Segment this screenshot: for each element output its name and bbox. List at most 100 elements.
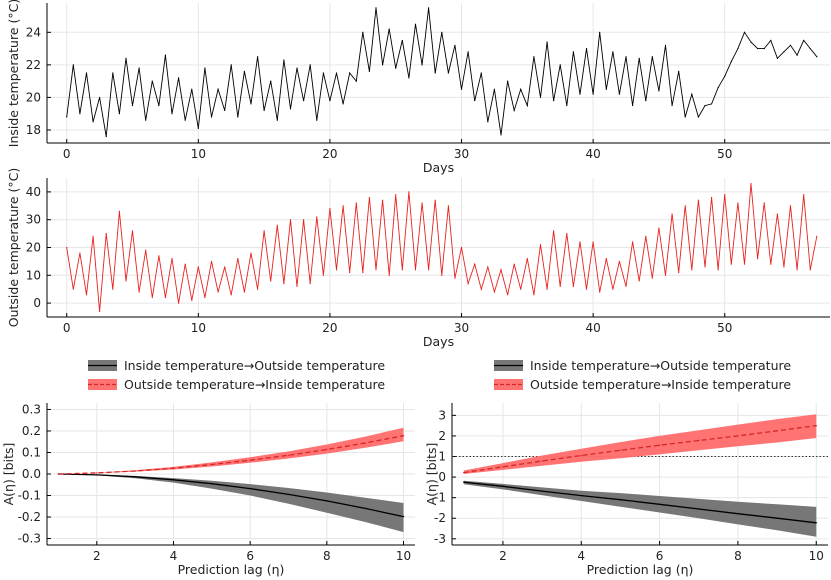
data-point [79,113,81,115]
data-point [316,119,318,121]
data-point [579,241,581,243]
x-tick-label: 20 [322,147,337,161]
data-point [112,72,114,74]
y-tick-label: 20 [26,90,41,104]
mean-point [96,474,98,476]
data-point [441,274,443,276]
data-point [158,255,160,257]
y-tick-label: -1 [434,491,446,505]
data-point [381,199,384,201]
data-point [533,294,535,296]
y-tick-label: 0.0 [22,467,41,481]
y-tick-label: -0.1 [18,489,41,503]
data-point [138,67,140,69]
mean-point [502,485,504,488]
data-point [480,72,482,74]
data-point [697,199,700,201]
data-point [283,283,285,285]
x-tick-label: 10 [191,321,206,335]
mean-point [134,470,136,472]
y-axis-label: Inside temperature (°C) [6,0,21,147]
data-point [401,269,403,271]
data-point [296,67,298,69]
y-tick-label: 1 [438,450,446,464]
data-point [303,219,305,221]
data-point [217,291,219,293]
legend: Inside temperature→Outside temperature Ou… [494,358,791,392]
data-point [131,104,134,107]
y-tick-label: 0 [33,296,41,310]
x-tick-label: 50 [717,321,732,335]
series-line [66,7,818,137]
legend: Inside temperature→Outside temperature Ou… [88,358,385,392]
data-point [395,67,397,69]
data-point [224,109,226,112]
y-tick-label: -2 [434,511,446,525]
data-point [454,44,456,46]
mean-point [541,460,543,462]
y-tick-label: 10 [26,268,41,282]
mean-line [58,435,404,475]
data-point [72,288,74,290]
data-point [191,88,193,90]
data-point [276,119,278,121]
data-point [724,75,726,77]
data-point [428,269,430,271]
x-tick-label: 0 [63,147,71,161]
y-tick-label: 0.2 [22,424,41,438]
data-point [566,104,568,107]
data-point [757,258,759,260]
mean-point [402,435,405,437]
data-point [763,47,765,50]
legend-label: Inside temperature→Outside temperature [124,358,385,373]
confidence-band [463,480,817,537]
x-tick-label: 8 [323,549,331,563]
data-point [414,269,417,271]
data-point [592,241,594,243]
data-point [434,199,436,201]
data-point [184,263,186,265]
panel-3: 2 4 6 8 10 -0.3 -0.2 -0.1 0.0 0.1 0.2 0.3 Prediction… [1,358,415,577]
data-point [467,283,469,285]
mean-line [58,473,404,518]
mean-point [134,476,136,478]
y-tick-label: 20 [26,241,41,255]
x-tick-label: 0 [63,321,71,335]
y-tick-label: -0.2 [18,510,41,524]
data-point [730,263,732,265]
data-point [717,87,719,89]
mean-point [776,517,778,519]
data-point [730,61,732,63]
data-point [559,64,561,66]
data-point [743,31,746,33]
data-point [138,291,140,293]
y-tick-label: 22 [26,58,41,72]
data-point [421,202,423,204]
y-tick-label: 2 [438,429,446,443]
mean-point [326,448,328,451]
data-point [408,191,410,193]
data-point [342,103,344,105]
data-point [704,266,706,268]
data-point [796,54,798,56]
y-tick-label: 0.1 [22,445,41,459]
data-point [480,288,482,290]
data-point [197,266,199,268]
mean-point [96,472,98,474]
data-point [381,64,384,66]
data-point [539,96,542,99]
data-point [553,100,555,102]
data-point [737,202,739,204]
x-axis-label: Prediction lag (η) [178,562,285,577]
confidence-band [58,474,404,533]
data-point [546,41,548,43]
data-point [263,109,265,112]
data-point [210,260,213,262]
data-point [572,51,574,53]
data-point [651,56,653,58]
data-point [256,288,259,290]
mean-point [287,493,290,496]
data-point [493,291,496,293]
data-point [230,64,232,66]
mean-point [737,435,739,437]
